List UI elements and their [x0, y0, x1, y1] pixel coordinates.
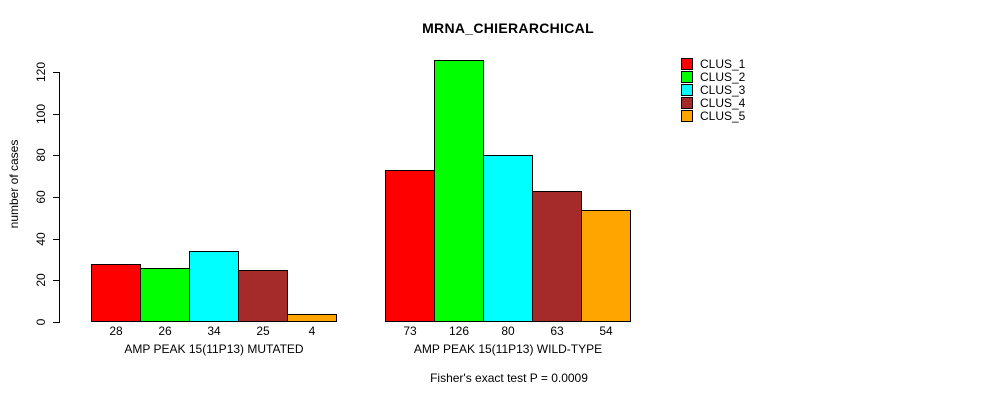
legend-label: CLUS_1 [700, 56, 746, 71]
chart-title: MRNA_CHIERARCHICAL [422, 20, 594, 36]
legend-item-clus_3: CLUS_3 [681, 82, 746, 97]
y-axis-tick [53, 197, 60, 198]
bar-clus_3 [483, 155, 533, 322]
legend-label: CLUS_2 [700, 69, 746, 84]
y-axis-tick-label: 40 [34, 231, 48, 246]
bar-value-label: 73 [403, 324, 417, 338]
y-axis-tick-label: 120 [34, 61, 48, 83]
fisher-test-annotation: Fisher's exact test P = 0.0009 [430, 371, 588, 385]
bar-clus_5 [287, 314, 337, 322]
bar-clus_5 [581, 210, 631, 322]
legend-swatch-clus_5 [681, 109, 693, 122]
legend-item-clus_2: CLUS_2 [681, 69, 746, 84]
group-axis-label: AMP PEAK 15(11P13) MUTATED [124, 342, 304, 356]
legend-swatch-clus_2 [681, 70, 693, 83]
bar-clus_4 [532, 191, 582, 322]
y-axis-tick-label: 0 [34, 318, 48, 326]
legend-swatch-clus_4 [681, 96, 693, 109]
y-axis-tick-label: 20 [34, 273, 48, 288]
y-axis-label: number of cases [7, 139, 21, 229]
bar-value-label: 34 [207, 324, 221, 338]
group-axis-label: AMP PEAK 15(11P13) WILD-TYPE [413, 342, 603, 356]
bar-clus_3 [189, 251, 239, 322]
bar-value-label: 54 [599, 324, 613, 338]
legend-label: CLUS_3 [700, 82, 746, 97]
y-axis-tick-label: 100 [34, 103, 48, 124]
y-axis-tick-label: 60 [34, 190, 48, 204]
y-axis-tick [53, 113, 60, 115]
legend-swatch-clus_1 [681, 57, 693, 70]
bar-clus_2 [140, 268, 190, 322]
bar-value-label: 25 [256, 324, 270, 338]
legend-label: CLUS_4 [700, 95, 746, 110]
bar-clus_2 [434, 60, 484, 322]
bar-clus_1 [385, 170, 435, 322]
y-axis-tick-label: 80 [34, 148, 48, 163]
y-axis-tick [53, 322, 60, 323]
legend-item-clus_4: CLUS_4 [681, 95, 746, 110]
y-axis-tick [53, 72, 60, 73]
bar-value-label: 28 [109, 324, 123, 338]
y-axis-tick [53, 238, 60, 240]
bar-value-label: 63 [550, 324, 564, 338]
bar-value-label: 26 [158, 324, 172, 338]
bar-clus_1 [91, 264, 141, 322]
legend-item-clus_1: CLUS_1 [681, 56, 746, 71]
bar-value-label: 126 [448, 324, 470, 338]
y-axis-tick [53, 155, 60, 157]
bar-value-label: 80 [501, 324, 515, 338]
legend-item-clus_5: CLUS_5 [681, 108, 746, 123]
y-axis-tick [53, 280, 60, 282]
bar-clus_4 [238, 270, 288, 322]
legend-label: CLUS_5 [700, 108, 746, 123]
legend-swatch-clus_3 [681, 83, 693, 96]
bar-value-label: 4 [308, 324, 316, 338]
